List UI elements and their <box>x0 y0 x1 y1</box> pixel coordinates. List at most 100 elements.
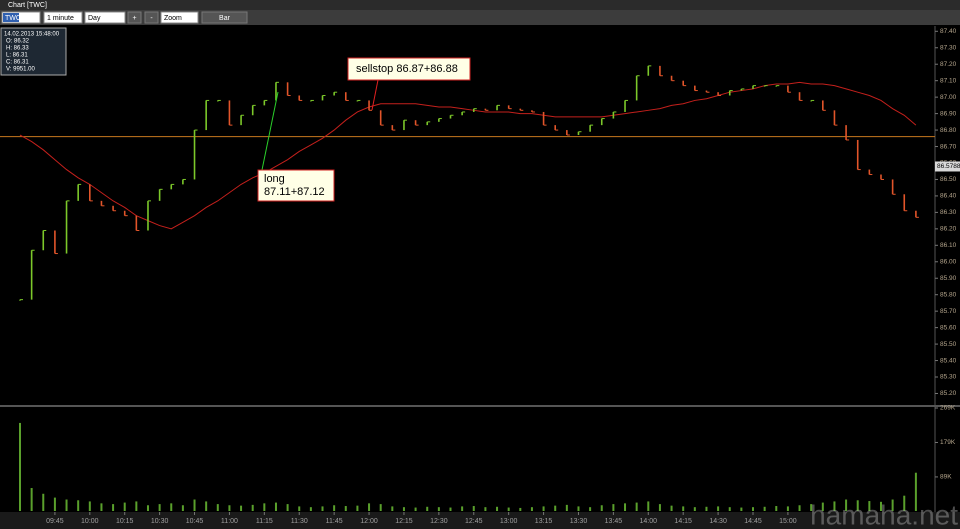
y-tick-label: 86.50 <box>940 176 957 183</box>
x-tick-label: 13:15 <box>535 518 553 525</box>
y-tick-label: 179K <box>940 439 956 446</box>
x-tick-label: 11:00 <box>221 518 238 525</box>
y-tick-label: 85.20 <box>940 390 957 397</box>
annotation-arrow <box>261 91 279 171</box>
range-dropdown[interactable] <box>84 11 126 24</box>
volume-bar <box>30 488 33 511</box>
volume-bar <box>286 504 289 511</box>
plot-layer: 85.20 85.30 85.40 85.50 85.60 85.70 85.80 85.90… <box>0 28 960 525</box>
volume-bar <box>693 507 696 511</box>
y-tick-label: 85.30 <box>940 374 957 381</box>
volume-bar <box>135 501 138 511</box>
volume-bar <box>181 505 184 511</box>
volume-bar <box>461 506 464 511</box>
info-box <box>0 27 67 76</box>
zoom-in[interactable]: + <box>132 15 136 22</box>
y-tick-label: 86.40 <box>940 193 957 200</box>
info-line: H: 86.33 <box>6 46 29 52</box>
info-line: V: 9951.00 <box>6 67 35 73</box>
y-tick-label: 85.50 <box>940 341 957 348</box>
volume-bar <box>565 504 568 511</box>
y-tick-label: 87.40 <box>940 28 957 35</box>
x-tick-label: 14:15 <box>674 518 692 525</box>
volume-bar <box>821 502 824 511</box>
volume-bar <box>624 503 627 511</box>
x-tick-label: 10:15 <box>116 518 134 525</box>
annotation-box <box>257 169 335 202</box>
zoom-out[interactable]: - <box>150 15 153 22</box>
zoom-in-button[interactable] <box>127 11 142 24</box>
volume-bar <box>484 507 487 511</box>
volume-bar <box>914 472 917 511</box>
y-tick-label: 89K <box>940 474 952 481</box>
x-tick-label: 14:30 <box>709 518 727 525</box>
annotation-box <box>347 57 471 81</box>
style[interactable]: Bar <box>219 15 231 22</box>
x-tick-label: 15:00 <box>779 518 797 525</box>
zoom-out-button[interactable] <box>144 11 159 24</box>
volume-bar <box>216 504 219 511</box>
symbol[interactable]: TWC <box>5 15 21 22</box>
volume-bar <box>577 506 580 511</box>
volume-bar <box>496 506 499 511</box>
y-tick-label: 86.10 <box>940 242 957 249</box>
volume-bar <box>251 504 254 511</box>
range[interactable]: Day <box>88 15 101 22</box>
style-button[interactable] <box>201 11 248 24</box>
volume-bar <box>333 505 336 511</box>
interval-dropdown[interactable] <box>43 11 83 24</box>
x-tick-label: 12:15 <box>395 518 413 525</box>
x-tick-label: 12:45 <box>465 518 483 525</box>
volume-bar <box>798 505 801 511</box>
x-tick-label: 14:00 <box>640 518 658 525</box>
x-tick-label: 10:30 <box>151 518 169 525</box>
symbol-dropdown[interactable] <box>1 11 41 24</box>
volume-bar <box>298 506 301 511</box>
volume-bar <box>810 504 813 511</box>
volume-bar <box>170 503 173 511</box>
y-tick-label: 86.80 <box>940 127 957 134</box>
volume-bar <box>368 503 371 511</box>
x-tick-label: 10:45 <box>186 518 204 525</box>
volume-bar <box>77 500 80 511</box>
volume-bar <box>670 505 673 511</box>
volume-bar <box>146 505 149 511</box>
volume-bar <box>705 506 708 511</box>
volume-bar <box>879 501 882 511</box>
symbol-highlight <box>3 13 19 22</box>
volume-bar <box>542 506 545 511</box>
y-tick-label: 85.70 <box>940 308 957 315</box>
y-tick-label: 86.70 <box>940 143 957 150</box>
interval[interactable]: 1 minute <box>47 15 74 22</box>
volume-bar <box>88 501 91 511</box>
moving-average <box>19 81 917 230</box>
volume-bar <box>658 504 661 511</box>
volume-bar <box>228 505 231 511</box>
zoom[interactable]: Zoom <box>164 15 182 22</box>
volume-bar <box>856 500 859 511</box>
volume-bar <box>205 501 208 511</box>
volume-bar <box>845 499 848 511</box>
x-tick-label: 13:30 <box>570 518 588 525</box>
y-tick-label: 86.00 <box>940 258 957 265</box>
y-tick-label: 85.40 <box>940 357 957 364</box>
zoom-dropdown[interactable] <box>160 11 199 24</box>
info-line: L: 86.31 <box>6 53 28 59</box>
title-bar <box>0 0 960 10</box>
volume-bar <box>763 506 766 511</box>
volume-bar <box>775 506 778 511</box>
window-title: Chart [TWC] <box>8 2 47 9</box>
x-tick-label: 13:00 <box>500 518 518 525</box>
y-tick-label: 87.30 <box>940 44 957 51</box>
toolbar <box>0 10 960 25</box>
volume-bar <box>891 499 894 511</box>
y-tick-label: 269K <box>940 405 956 412</box>
volume-bar <box>100 503 103 511</box>
volume-bar <box>263 503 266 511</box>
volume-bar <box>449 507 452 511</box>
y-tick-label: 85.90 <box>940 275 957 282</box>
y-tick-label: 85.80 <box>940 291 957 298</box>
volume-bar <box>356 505 359 511</box>
